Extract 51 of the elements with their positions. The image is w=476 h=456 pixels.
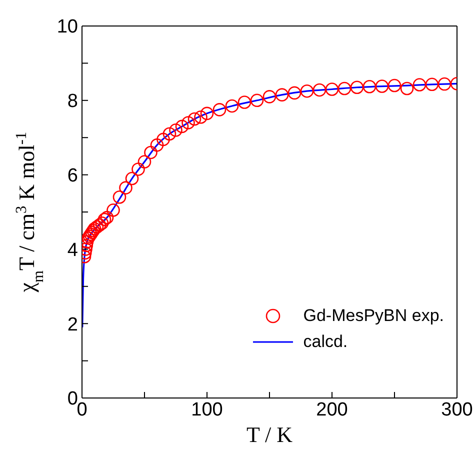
point (132, 162, 145, 176)
point (388, 78, 402, 92)
point (238, 96, 252, 109)
point (325, 82, 339, 96)
point (119, 181, 132, 194)
point (250, 94, 264, 108)
point (425, 78, 439, 92)
point (400, 82, 414, 96)
legend-label: Gd-MesPyBN exp. (303, 306, 444, 326)
point (138, 155, 152, 168)
point (212, 103, 226, 116)
point (106, 203, 120, 217)
y-tick-label: 2 (67, 314, 78, 336)
point (225, 99, 239, 113)
y-tick-label: 4 (67, 240, 78, 261)
point (438, 77, 452, 91)
point (412, 78, 426, 92)
point (90, 220, 104, 234)
x-tick-label: 100 (191, 399, 223, 420)
y-tick-label: 8 (67, 91, 78, 112)
point (95, 216, 109, 230)
point (300, 84, 314, 98)
point (350, 80, 364, 94)
x-tick-label: 300 (441, 399, 473, 420)
point (162, 127, 176, 141)
point (275, 88, 289, 102)
point (156, 132, 170, 146)
point (175, 120, 189, 134)
point (262, 90, 276, 104)
point (112, 190, 126, 204)
point (144, 146, 158, 160)
point (92, 218, 106, 232)
point (194, 110, 208, 124)
point (362, 80, 376, 94)
point (169, 124, 182, 137)
point (150, 138, 164, 152)
point (375, 80, 389, 93)
point (100, 210, 114, 224)
point (200, 106, 214, 120)
point (288, 86, 302, 100)
x-tick-label: 200 (316, 399, 348, 420)
legend-label: calcd. (303, 332, 348, 352)
point (182, 116, 195, 130)
point (188, 112, 202, 126)
point (98, 212, 112, 226)
x-axis-title: T / K (246, 422, 293, 447)
point (125, 172, 139, 186)
y-tick-label: 6 (67, 166, 78, 187)
point (312, 83, 326, 97)
point (338, 82, 352, 96)
y-tick-label: 10 (56, 16, 78, 38)
